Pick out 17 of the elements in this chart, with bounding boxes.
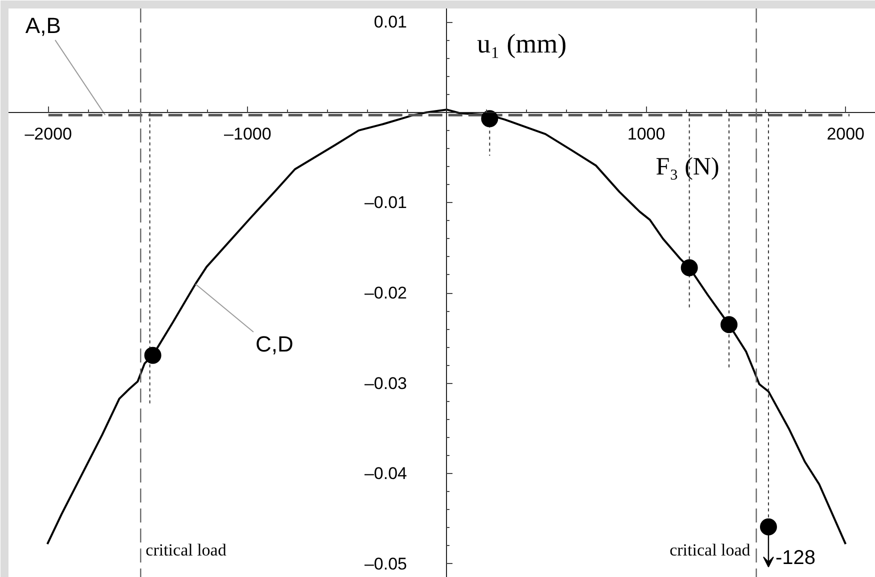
y-tick-label: –0.04 bbox=[364, 464, 407, 484]
y-tick-label: –0.05 bbox=[364, 554, 407, 574]
y-tick-label: –0.02 bbox=[364, 284, 407, 302]
x-axis-title: F₃ (N) bbox=[656, 153, 720, 180]
x-tick-label: –2000 bbox=[24, 124, 72, 144]
y-axis-title: u₁ (mm) bbox=[476, 28, 567, 58]
y-tick-label: 0.01 bbox=[374, 12, 407, 32]
ref-line-label: critical load bbox=[670, 540, 751, 560]
x-tick-label: 2000 bbox=[826, 124, 865, 144]
annotation: -128 bbox=[775, 546, 816, 569]
annotation: C,D bbox=[255, 331, 294, 356]
y-tick-label: –0.01 bbox=[364, 193, 407, 212]
ref-line-label: critical load bbox=[146, 540, 227, 560]
y-tick-label: –0.03 bbox=[364, 374, 407, 393]
annotation: A,B bbox=[25, 13, 61, 38]
x-tick-label: 1000 bbox=[627, 124, 666, 144]
x-tick-label: –1000 bbox=[224, 124, 272, 144]
